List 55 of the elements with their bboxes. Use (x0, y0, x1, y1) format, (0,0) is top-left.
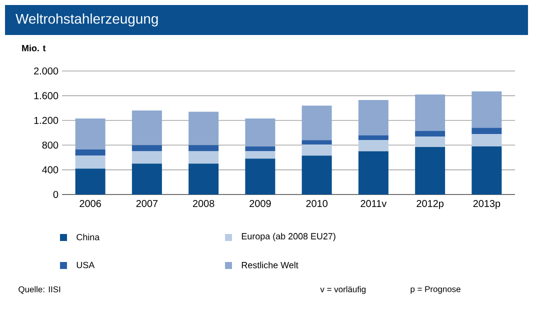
bar (302, 156, 332, 194)
bar (415, 146, 446, 194)
y-tick-label: 0 (53, 190, 58, 198)
bar (75, 156, 106, 169)
bar (415, 130, 446, 136)
legend-label: Restliche Welt (242, 262, 298, 268)
text: v = vorläufig (320, 286, 366, 294)
x-tick-label: 2007 (136, 200, 158, 208)
source-note: Quelle: IISI (18, 286, 60, 294)
legend-label: Europa (ab 2008 EU27) (242, 232, 336, 242)
bar (472, 134, 502, 146)
bar (75, 149, 106, 156)
chart-title: Weltrohstahlerzeugung (16, 13, 158, 26)
bar (472, 128, 502, 134)
bar (358, 135, 388, 140)
bar (132, 164, 162, 194)
y-tick-label: 1.600 (34, 92, 58, 100)
bar (245, 151, 276, 159)
bar (75, 118, 106, 150)
bar (302, 140, 332, 144)
bar (302, 144, 332, 156)
bar (132, 110, 162, 146)
bar (132, 145, 162, 152)
bar (415, 94, 446, 131)
bar (188, 112, 219, 146)
y-tick-label: 400 (42, 166, 58, 174)
bar (188, 145, 219, 152)
bar (188, 164, 219, 194)
bar (132, 151, 162, 164)
x-tick-label: 2009 (250, 200, 271, 208)
bar (358, 151, 388, 194)
y-tick-label: 2.000 (34, 67, 58, 75)
legend-label: China (76, 234, 100, 240)
y-tick-label: 1.200 (34, 116, 58, 124)
bar (358, 100, 388, 136)
text: p = Prognose (410, 286, 460, 294)
bar (188, 151, 219, 164)
bar (472, 91, 502, 128)
x-tick-label: 2010 (306, 200, 328, 208)
x-tick-label: 2006 (80, 200, 101, 208)
bar (472, 146, 502, 194)
bar (302, 106, 332, 140)
bar (245, 146, 276, 152)
bar (75, 168, 106, 194)
x-tick-label: 2012p (416, 200, 444, 210)
bar (245, 158, 276, 194)
bar (358, 140, 388, 152)
x-tick-label: 2008 (192, 200, 214, 208)
x-tick-label: 2011v (360, 200, 387, 208)
legend-label: USA (76, 262, 95, 268)
bar (415, 136, 446, 147)
x-tick-label: 2013p (473, 200, 500, 210)
y-axis-title: Mio. t (22, 44, 46, 52)
y-tick-label: 800 (42, 142, 58, 149)
bar (245, 118, 276, 146)
